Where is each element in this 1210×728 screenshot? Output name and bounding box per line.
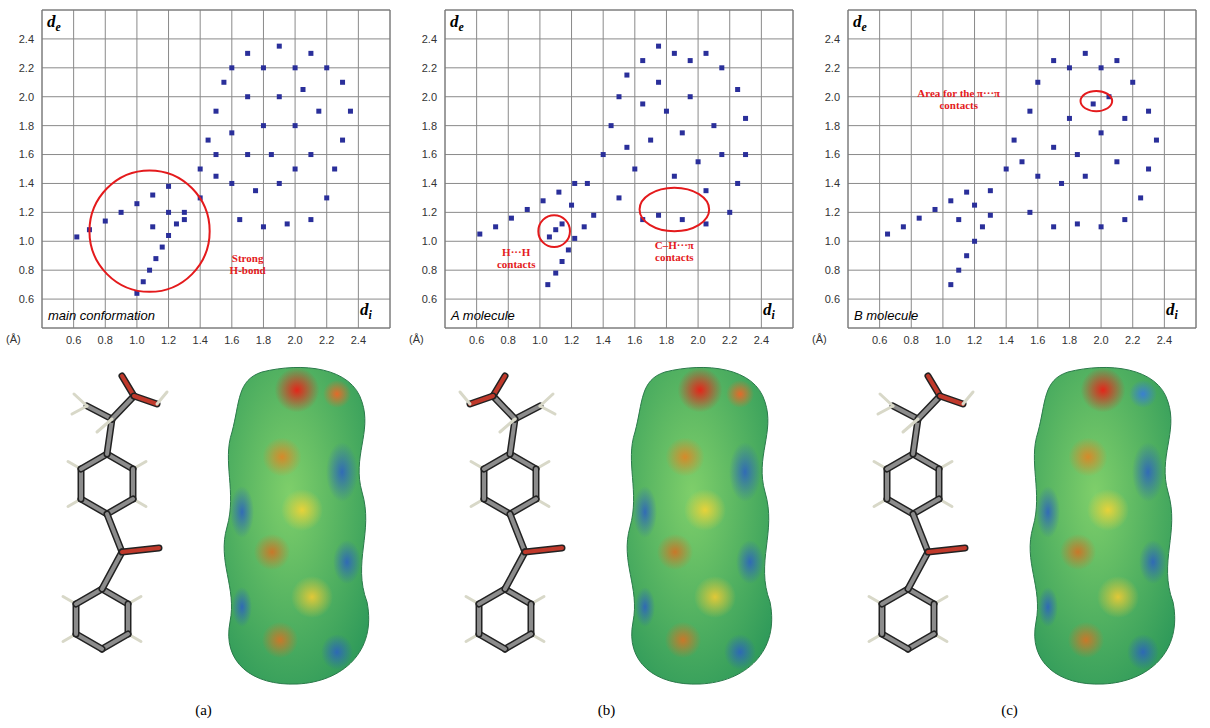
svg-text:1.8: 1.8 [1062, 334, 1077, 346]
svg-text:1.0: 1.0 [422, 235, 437, 247]
svg-text:0.6: 0.6 [469, 334, 484, 346]
svg-text:2.2: 2.2 [319, 334, 334, 346]
html-text:(Å): (Å) [812, 333, 827, 345]
svg-text:1.6: 1.6 [825, 148, 840, 160]
svg-text:0.6: 0.6 [422, 293, 437, 305]
html-text:B molecule: B molecule [854, 308, 919, 323]
svg-text:1.4: 1.4 [825, 177, 840, 189]
svg-text:1.4: 1.4 [999, 334, 1014, 346]
svg-text:1.4: 1.4 [422, 177, 437, 189]
svg-text:1.0: 1.0 [129, 334, 144, 346]
svg-text:1.8: 1.8 [19, 120, 34, 132]
svg-text:2.4: 2.4 [825, 33, 840, 45]
svg-text:1.2: 1.2 [422, 206, 437, 218]
html-text:(Å): (Å) [6, 333, 21, 345]
svg-text:1.2: 1.2 [161, 334, 176, 346]
svg-text:1.2: 1.2 [19, 206, 34, 218]
svg-text:2.4: 2.4 [754, 334, 769, 346]
svg-text:2.4: 2.4 [1157, 334, 1172, 346]
svg-text:0.6: 0.6 [825, 293, 840, 305]
html-text:de: de [853, 12, 867, 35]
svg-text:1.4: 1.4 [19, 177, 34, 189]
svg-text:0.6: 0.6 [19, 293, 34, 305]
svg-text:2.2: 2.2 [1125, 334, 1140, 346]
svg-text:C–H···πcontacts: C–H···πcontacts [655, 239, 694, 263]
html-text:di: di [1166, 300, 1178, 323]
html-text:(c): (c) [1001, 702, 1018, 718]
svg-text:0.8: 0.8 [501, 334, 516, 346]
svg-text:1.2: 1.2 [825, 206, 840, 218]
svg-text:Area for the π···πcontacts: Area for the π···πcontacts [917, 87, 1000, 111]
svg-text:2.2: 2.2 [825, 62, 840, 74]
html-text:(Å): (Å) [409, 333, 424, 345]
html-text:A molecule: A molecule [451, 308, 515, 323]
svg-text:1.8: 1.8 [659, 334, 674, 346]
svg-text:2.0: 2.0 [825, 91, 840, 103]
svg-text:1.8: 1.8 [256, 334, 271, 346]
svg-text:2.2: 2.2 [722, 334, 737, 346]
svg-text:1.2: 1.2 [967, 334, 982, 346]
svg-text:0.8: 0.8 [98, 334, 113, 346]
svg-text:0.6: 0.6 [66, 334, 81, 346]
svg-text:2.2: 2.2 [19, 62, 34, 74]
svg-text:0.8: 0.8 [19, 264, 34, 276]
svg-text:1.0: 1.0 [19, 235, 34, 247]
svg-text:StrongH-bond: StrongH-bond [230, 252, 266, 276]
html-text:(b): (b) [597, 702, 616, 718]
html-text:di: di [763, 300, 775, 323]
html-text:di: di [360, 300, 372, 323]
svg-text:1.6: 1.6 [19, 148, 34, 160]
svg-text:2.0: 2.0 [19, 91, 34, 103]
svg-text:1.6: 1.6 [627, 334, 642, 346]
svg-text:1.4: 1.4 [596, 334, 611, 346]
svg-text:2.4: 2.4 [19, 33, 34, 45]
svg-text:H···Hcontacts: H···Hcontacts [497, 246, 536, 270]
svg-text:0.8: 0.8 [825, 264, 840, 276]
svg-text:1.6: 1.6 [1030, 334, 1045, 346]
svg-text:1.6: 1.6 [224, 334, 239, 346]
html-text:de: de [450, 12, 464, 35]
svg-text:1.0: 1.0 [935, 334, 950, 346]
html-text:de: de [47, 12, 61, 35]
svg-text:1.2: 1.2 [564, 334, 579, 346]
svg-text:2.0: 2.0 [287, 334, 302, 346]
svg-text:2.4: 2.4 [351, 334, 366, 346]
svg-text:2.0: 2.0 [690, 334, 705, 346]
svg-text:2.0: 2.0 [1093, 334, 1108, 346]
html-text:main conformation: main conformation [48, 308, 155, 323]
svg-text:1.6: 1.6 [422, 148, 437, 160]
svg-text:2.4: 2.4 [422, 33, 437, 45]
svg-text:1.0: 1.0 [825, 235, 840, 247]
svg-text:1.8: 1.8 [825, 120, 840, 132]
svg-text:1.8: 1.8 [422, 120, 437, 132]
svg-text:0.8: 0.8 [422, 264, 437, 276]
svg-text:0.6: 0.6 [872, 334, 887, 346]
svg-text:1.4: 1.4 [193, 334, 208, 346]
svg-text:1.0: 1.0 [532, 334, 547, 346]
svg-text:2.2: 2.2 [422, 62, 437, 74]
svg-text:2.0: 2.0 [422, 91, 437, 103]
html-text:(a): (a) [195, 702, 212, 718]
svg-text:0.8: 0.8 [904, 334, 919, 346]
